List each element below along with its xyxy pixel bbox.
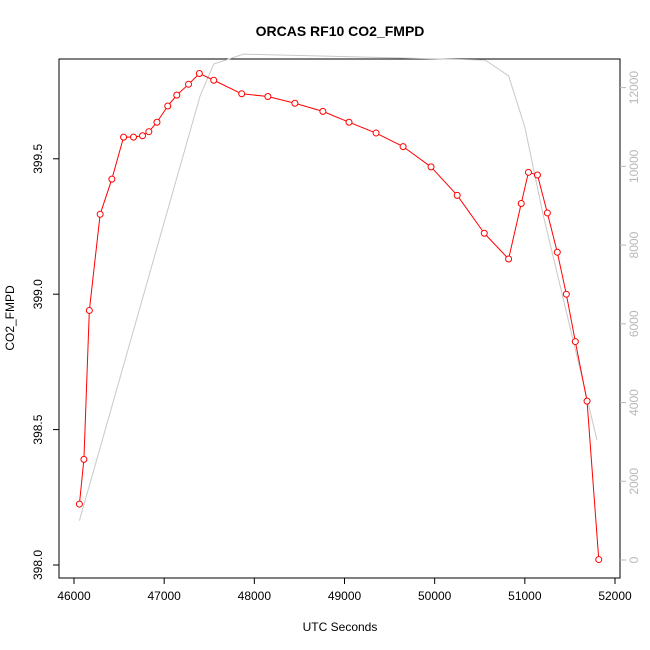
co2-point <box>543 209 551 217</box>
co2-point <box>173 91 181 99</box>
chart-title: ORCAS RF10 CO2_FMPD <box>256 23 425 39</box>
co2-segment <box>267 96 296 104</box>
altitude-polyline <box>78 53 598 521</box>
co2-segment <box>213 79 242 95</box>
co2-segment <box>586 401 600 560</box>
co2-point <box>195 69 203 77</box>
co2-segment <box>536 174 548 214</box>
x-tick-label: 51000 <box>508 589 542 603</box>
co2-segment <box>430 166 458 196</box>
co2-point <box>96 210 104 218</box>
co2-segment <box>508 203 522 260</box>
y-axis-right: 0 2000 4000 6000 8000 10000 12000 <box>620 71 641 563</box>
x-tick-label: 49000 <box>328 589 362 603</box>
y-axis-title: CO2_FMPD <box>3 285 17 351</box>
co2-segment <box>83 310 90 460</box>
co2-point <box>145 128 153 136</box>
co2-segment <box>375 132 404 148</box>
co2-point <box>345 118 353 126</box>
x-tick-label: 46000 <box>57 589 91 603</box>
co2-point <box>505 255 513 263</box>
y2-tick-label: 0 <box>627 556 641 563</box>
co2-segment <box>111 136 125 180</box>
co2-point <box>480 229 488 237</box>
co2-segment <box>348 121 377 134</box>
co2-point <box>517 199 525 207</box>
plot-frame <box>58 58 621 579</box>
co2-point <box>399 143 407 151</box>
co2-point <box>75 500 83 508</box>
x-tick-label: 47000 <box>147 589 181 603</box>
co2-point <box>130 133 138 141</box>
y2-tick-label: 2000 <box>627 468 641 495</box>
co2-segment <box>565 294 576 342</box>
co2-point <box>120 133 128 141</box>
co2-segment <box>78 459 85 505</box>
co2-point <box>185 80 193 88</box>
series-co2-line <box>75 69 603 564</box>
co2-point <box>319 107 327 115</box>
y-tick-label: 399.5 <box>31 143 45 173</box>
co2-point <box>85 306 93 314</box>
co2-point <box>562 290 570 298</box>
co2-point <box>139 132 147 140</box>
x-tick-label: 50000 <box>418 589 452 603</box>
x-tick-label: 48000 <box>238 589 272 603</box>
co2-point <box>372 129 380 137</box>
x-axis-title: UTC Seconds <box>303 620 378 634</box>
y-tick-label: 398.0 <box>31 550 45 580</box>
co2-segment <box>294 102 323 112</box>
co2-point <box>583 397 591 405</box>
co2-point <box>210 76 218 84</box>
co2-point <box>524 168 532 176</box>
co2-point <box>533 171 541 179</box>
co2-segment <box>520 172 529 204</box>
co2-point <box>108 175 116 183</box>
co2-segment <box>456 195 485 234</box>
co2-point <box>291 99 299 107</box>
co2-segment <box>556 252 567 295</box>
co2-point <box>453 191 461 199</box>
co2-point <box>164 102 172 110</box>
y2-tick-label: 12000 <box>627 71 641 105</box>
co2-segment <box>402 146 432 168</box>
co2-segment <box>483 232 509 260</box>
co2-point <box>80 455 88 463</box>
y2-tick-label: 8000 <box>627 231 641 258</box>
co2-segment <box>322 110 350 123</box>
y-tick-label: 398.5 <box>31 414 45 444</box>
y2-tick-label: 6000 <box>627 310 641 337</box>
co2-segment <box>574 341 588 402</box>
y-tick-label: 399.0 <box>31 279 45 309</box>
co2-point <box>238 90 246 98</box>
series-altitude-line <box>78 53 598 521</box>
y2-tick-label: 4000 <box>627 389 641 416</box>
y-axis-left: 398.0 398.5 399.0 399.5 <box>31 143 59 580</box>
co2-segment <box>88 214 101 311</box>
co2-point <box>264 93 272 100</box>
x-tick-label: 52000 <box>598 589 632 603</box>
x-axis: 46000 47000 48000 49000 50000 51000 52000 <box>57 578 632 603</box>
co2-segment <box>241 93 268 97</box>
co2-point <box>153 118 161 126</box>
co2-point <box>427 163 435 171</box>
co2-point <box>571 338 579 346</box>
co2-segment <box>99 178 113 215</box>
co2-point <box>553 248 561 256</box>
co2-point <box>595 556 603 564</box>
co2-segment <box>546 212 558 253</box>
y2-tick-label: 10000 <box>627 149 641 183</box>
